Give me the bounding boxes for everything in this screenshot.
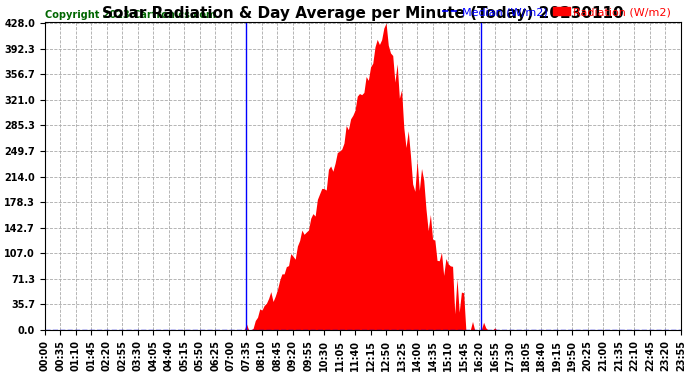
Text: Copyright 2023 Cartronics.com: Copyright 2023 Cartronics.com xyxy=(45,10,216,20)
Title: Solar Radiation & Day Average per Minute (Today) 20230110: Solar Radiation & Day Average per Minute… xyxy=(102,6,624,21)
Legend: Median (W/m2), Radiation (W/m2): Median (W/m2), Radiation (W/m2) xyxy=(437,3,676,21)
